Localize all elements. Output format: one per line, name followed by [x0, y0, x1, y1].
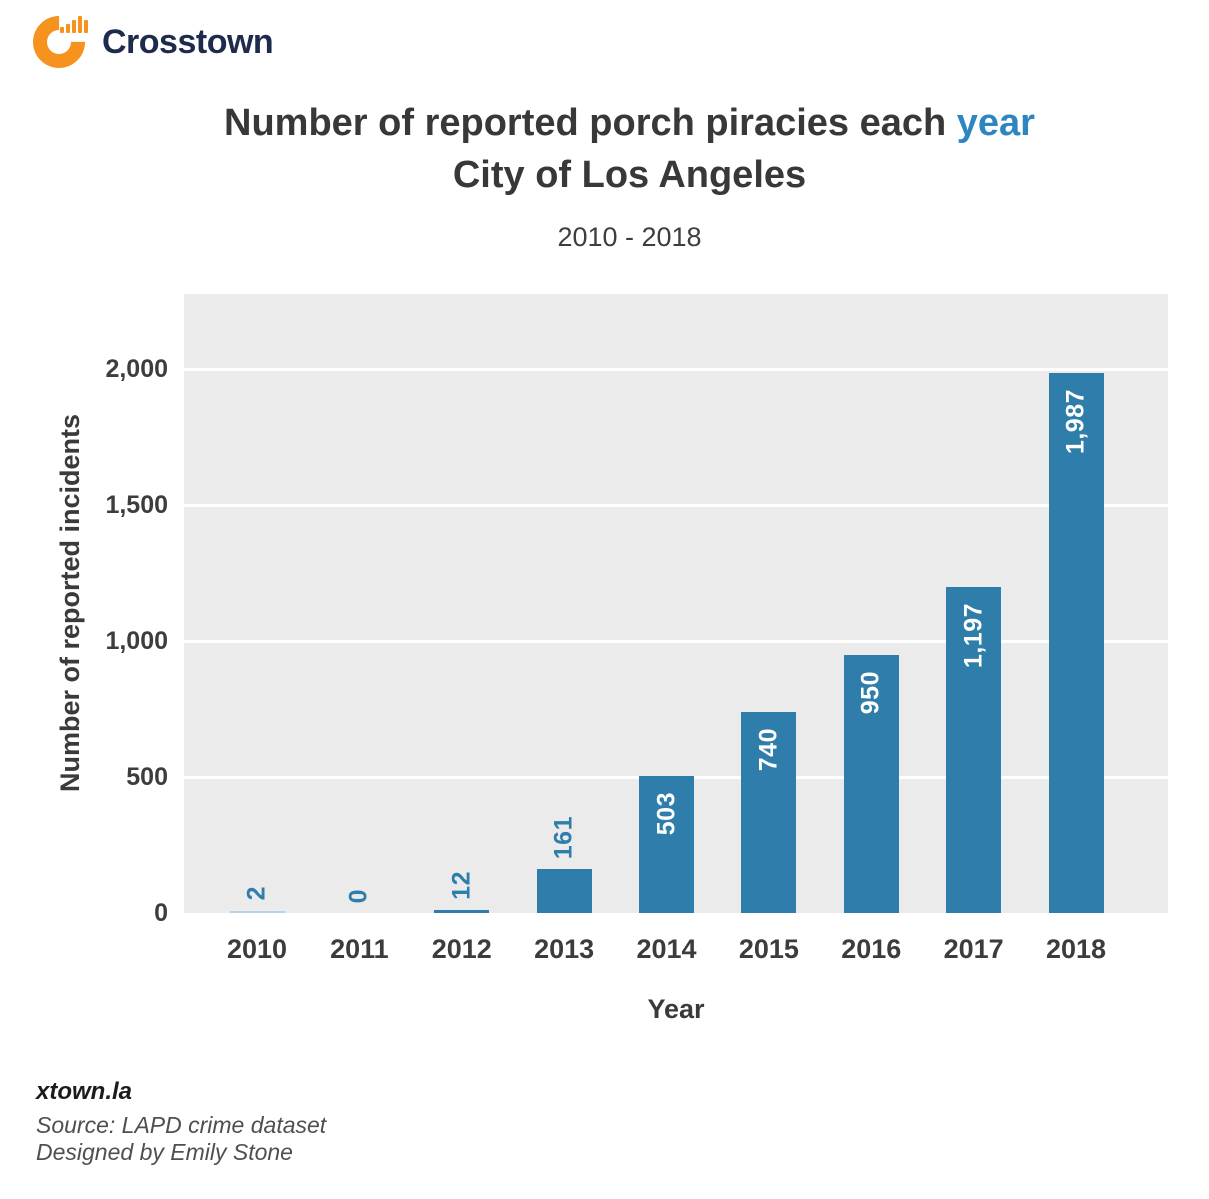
x-tick-label-2016: 2016: [841, 934, 902, 964]
y-tick-label-0: 0: [154, 899, 168, 927]
x-tick-label-2011: 2011: [330, 934, 389, 964]
y-tick-label-1500: 1,500: [105, 491, 168, 520]
footer-source: Source: LAPD crime dataset: [36, 1112, 327, 1138]
bar-value-label-2014: 503: [652, 792, 681, 835]
gridline-1000: [184, 639, 1168, 643]
bar-value-text-2014: 503: [652, 792, 680, 836]
bar-2017: [946, 587, 1002, 913]
x-tick-label-2018: 2018: [1045, 934, 1107, 964]
y-tick-label-1000: 1,000: [105, 627, 168, 656]
x-tick-label-2014: 2014: [636, 934, 697, 964]
footer: xtown.la Source: LAPD crime dataset Desi…: [36, 1078, 326, 1166]
bar-value-text-2018: 1,987: [1061, 388, 1090, 454]
y-axis-title: Number of reported incidents: [50, 294, 90, 913]
bar-value-label-2012: 12: [447, 871, 476, 900]
bar-value-text-2010: 2: [242, 886, 271, 901]
x-axis-title: Year: [647, 994, 705, 1024]
bar-value-text-2017: 1,197: [959, 603, 988, 669]
chart-title-line1: Number of reported porch piracies each y…: [50, 100, 1209, 146]
bar-value-label-2013: 161: [550, 816, 579, 859]
bar-2012: [434, 909, 490, 913]
bar-value-label-2015: 740: [754, 728, 783, 771]
x-tick-label-2013: 2013: [534, 934, 595, 964]
bar-2013: [536, 869, 592, 913]
chart-title-text: Number of reported porch piracies each: [224, 102, 957, 144]
bar-cell-2014: 503: [639, 294, 694, 913]
x-tick-label-2015: 2015: [738, 934, 799, 964]
bar-value-label-2010: 2: [243, 886, 272, 900]
chart-title-accent: year: [956, 102, 1035, 144]
bar-cell-2012: 12: [434, 294, 490, 913]
bar-value-label-2017: 1,197: [959, 603, 988, 668]
bar-2016: [843, 654, 899, 913]
bar-chart-ring-icon: [22, 5, 96, 79]
bar-value-text-2016: 950: [856, 670, 885, 714]
bar-cell-2018: 1,987: [1048, 294, 1104, 913]
logo-mini-bars: [60, 16, 88, 33]
x-tick-label-2010: 2010: [226, 934, 288, 964]
bar-cell-2016: 950: [843, 294, 899, 913]
gridline-2000: [184, 367, 1168, 371]
bar-value-label-2016: 950: [857, 671, 886, 714]
y-tick-label-2000: 2,000: [105, 355, 168, 384]
bar-value-label-2018: 1,987: [1062, 389, 1091, 454]
chart-title-line2: City of Los Angeles: [452, 154, 807, 196]
bar-value-text-2011: 0: [344, 888, 373, 903]
bar-cell-2013: 161: [536, 294, 592, 913]
x-tick-label-2012: 2012: [431, 934, 492, 964]
bar-cell-2017: 1,197: [946, 294, 1002, 913]
bar-2014: [639, 776, 694, 913]
crosstown-logo: Crosstown: [22, 5, 274, 79]
y-tick-label-500: 500: [126, 763, 168, 792]
x-tick-label-2017: 2017: [943, 934, 1004, 964]
bar-2015: [741, 711, 797, 913]
footer-site: xtown.la: [36, 1078, 133, 1105]
title-block: Number of reported porch piracies each y…: [0, 100, 1209, 253]
bar-2018: [1048, 372, 1104, 913]
footer-credit: Designed by Emily Stone: [36, 1139, 293, 1165]
bar-2010: [229, 910, 285, 913]
bar-cell-2011: 0: [332, 294, 387, 913]
bar-value-label-2011: 0: [345, 889, 374, 903]
brand-name: Crosstown: [102, 22, 274, 61]
bar-value-text-2013: 161: [549, 816, 578, 860]
bar-cell-2015: 740: [741, 294, 797, 913]
gridline-1500: [184, 503, 1168, 507]
bar-value-text-2015: 740: [754, 727, 783, 771]
bar-cell-2010: 2: [229, 294, 285, 913]
bar-value-text-2012: 12: [447, 870, 476, 900]
plot-area: 2 0 12 161 503 740 950 1,197 1,987: [184, 294, 1168, 913]
y-axis-title-text: Number of reported incidents: [54, 414, 85, 793]
chart-subtitle: 2010 - 2018: [557, 222, 702, 252]
